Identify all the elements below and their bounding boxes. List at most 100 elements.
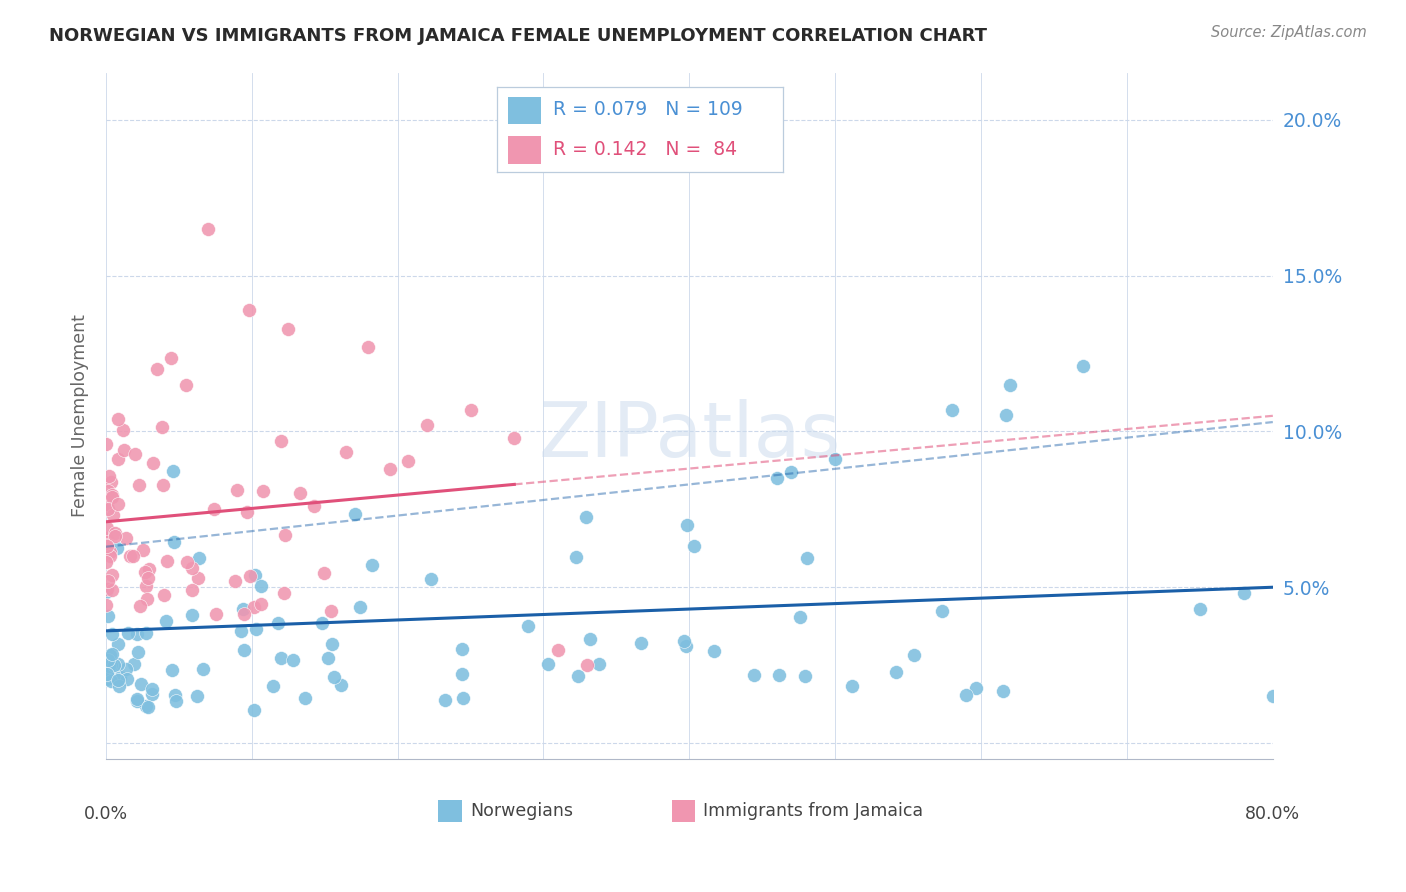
Point <box>94 598 117 612</box>
Point <box>224 574 246 588</box>
Point <box>96 656 118 670</box>
Point <box>163 688 186 702</box>
Point <box>131 543 153 558</box>
Point <box>329 677 352 691</box>
Point <box>205 607 228 622</box>
Point <box>141 687 163 701</box>
Point <box>176 555 198 569</box>
Point <box>884 665 907 679</box>
Point <box>335 445 357 459</box>
Point <box>125 691 148 706</box>
Point <box>824 452 846 467</box>
Bar <box>439 800 461 822</box>
Point <box>270 434 292 448</box>
Point <box>191 662 214 676</box>
Point <box>96 555 118 569</box>
Point <box>136 591 159 606</box>
Point <box>565 550 588 565</box>
Point <box>991 684 1014 698</box>
Point <box>232 602 254 616</box>
Point <box>903 648 925 662</box>
Point <box>97 659 120 673</box>
Point <box>124 447 146 461</box>
Point <box>567 669 589 683</box>
Point <box>97 468 120 483</box>
Point <box>136 700 159 714</box>
Point <box>273 585 295 599</box>
Text: ZIPatlas: ZIPatlas <box>538 400 841 474</box>
Point <box>96 582 118 597</box>
Point <box>294 691 316 706</box>
Point <box>150 420 173 434</box>
Point <box>181 583 204 598</box>
Point <box>349 599 371 614</box>
Point <box>673 633 696 648</box>
Point <box>312 566 335 580</box>
Point <box>108 669 131 683</box>
Point <box>103 508 125 523</box>
Point <box>288 486 311 500</box>
Point <box>396 453 419 467</box>
Point <box>794 669 817 683</box>
Point <box>100 475 122 489</box>
Point <box>160 351 183 365</box>
Point <box>416 418 439 433</box>
Point <box>780 465 803 479</box>
Point <box>451 690 474 705</box>
Point <box>94 531 117 545</box>
Point <box>683 539 706 553</box>
Point <box>107 673 129 687</box>
Point <box>96 436 118 450</box>
Point <box>243 568 266 582</box>
Point <box>575 510 598 524</box>
Point <box>122 549 145 564</box>
Point <box>165 694 187 708</box>
Point <box>965 681 987 695</box>
Point <box>101 490 124 504</box>
Point <box>117 626 139 640</box>
Point <box>768 667 790 681</box>
Point <box>98 549 121 563</box>
Point <box>841 679 863 693</box>
Point <box>361 558 384 572</box>
Point <box>238 302 260 317</box>
Point <box>249 579 271 593</box>
Point <box>100 673 122 688</box>
Point <box>96 668 118 682</box>
Point <box>744 668 766 682</box>
Point <box>115 531 138 545</box>
Point <box>252 483 274 498</box>
Point <box>162 535 184 549</box>
Point <box>97 653 120 667</box>
Point <box>155 614 177 628</box>
Point <box>128 478 150 492</box>
Point <box>107 451 129 466</box>
Point <box>302 500 325 514</box>
Point <box>197 222 219 236</box>
Point <box>135 699 157 714</box>
Point <box>96 532 118 546</box>
Point <box>135 579 157 593</box>
Point <box>675 518 697 533</box>
Point <box>316 650 339 665</box>
Point <box>232 643 254 657</box>
Point <box>94 497 117 511</box>
Text: Norwegians: Norwegians <box>470 803 574 821</box>
Point <box>127 645 149 659</box>
Point <box>262 680 284 694</box>
Point <box>142 456 165 470</box>
Text: Source: ZipAtlas.com: Source: ZipAtlas.com <box>1211 25 1367 40</box>
Point <box>97 666 120 681</box>
Point <box>1188 602 1211 616</box>
Point <box>277 321 299 335</box>
Point <box>344 508 367 522</box>
Text: NORWEGIAN VS IMMIGRANTS FROM JAMAICA FEMALE UNEMPLOYMENT CORRELATION CHART: NORWEGIAN VS IMMIGRANTS FROM JAMAICA FEM… <box>49 27 987 45</box>
Point <box>547 642 569 657</box>
Point <box>503 431 526 445</box>
Point <box>451 642 474 657</box>
Bar <box>672 800 695 822</box>
Point <box>517 619 540 633</box>
Point <box>115 662 138 676</box>
Point <box>138 562 160 576</box>
Point <box>994 408 1017 422</box>
